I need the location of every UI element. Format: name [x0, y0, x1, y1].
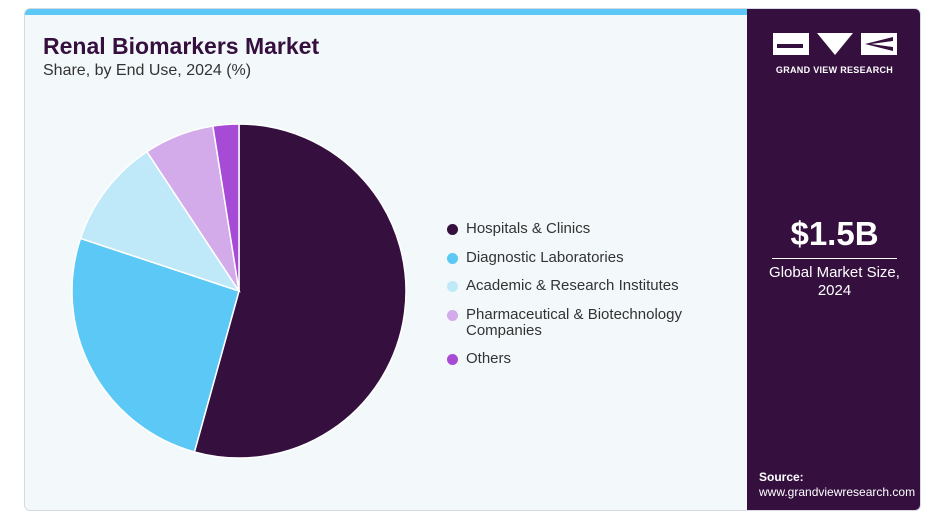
legend-item-academic: Academic & Research Institutes	[447, 278, 737, 294]
legend-label: Others	[466, 350, 512, 367]
pie-slice-hospitals	[193, 123, 407, 459]
chart-card: Renal Biomarkers Market Share, by End Us…	[24, 8, 921, 511]
legend-dot-icon	[447, 281, 458, 292]
legend-label: Hospitals & Clinics	[466, 220, 591, 237]
legend-item-hospitals: Hospitals & Clinics	[447, 221, 737, 237]
pie-slice-diagnostic-labs	[71, 237, 240, 453]
pie-slice-academic	[79, 150, 241, 293]
legend-dot-icon	[447, 224, 458, 235]
market-size-value: $1.5B	[790, 215, 879, 252]
accent-bar	[25, 9, 747, 15]
chart-subtitle: Share, by End Use, 2024 (%)	[43, 62, 252, 79]
source-link[interactable]: www.grandviewresearch.com	[759, 485, 916, 499]
divider	[772, 258, 897, 259]
legend-item-pharma: Pharmaceutical & Biotechnology Companies	[447, 305, 737, 339]
legend-label: Academic & Research Institutes	[466, 277, 679, 294]
sidebar-panel: GRAND VIEW RESEARCH $1.5B Global Market …	[747, 9, 920, 510]
source-label: Source:	[759, 470, 804, 484]
legend-label: Pharmaceutical & Biotechnology Companies	[466, 305, 682, 339]
market-size-label: Global Market Size, 2024	[769, 264, 900, 299]
grand-view-research-logo	[773, 33, 897, 55]
pie-chart	[71, 123, 407, 459]
legend-item-others: Others	[447, 351, 737, 367]
legend-dot-icon	[447, 309, 458, 321]
legend-label: Diagnostic Laboratories	[466, 248, 624, 266]
legend-item-diagnostic-labs: Diagnostic Laboratories	[447, 248, 737, 266]
chart-title: Renal Biomarkers Market	[43, 33, 320, 59]
logo-text: GRAND VIEW RESEARCH	[775, 65, 894, 75]
legend-dot-icon	[447, 252, 458, 264]
chart-legend: Hospitals & Clinics Diagnostic Laborator…	[447, 221, 737, 380]
legend-dot-icon	[447, 354, 458, 365]
pie-slice-others	[212, 123, 240, 292]
